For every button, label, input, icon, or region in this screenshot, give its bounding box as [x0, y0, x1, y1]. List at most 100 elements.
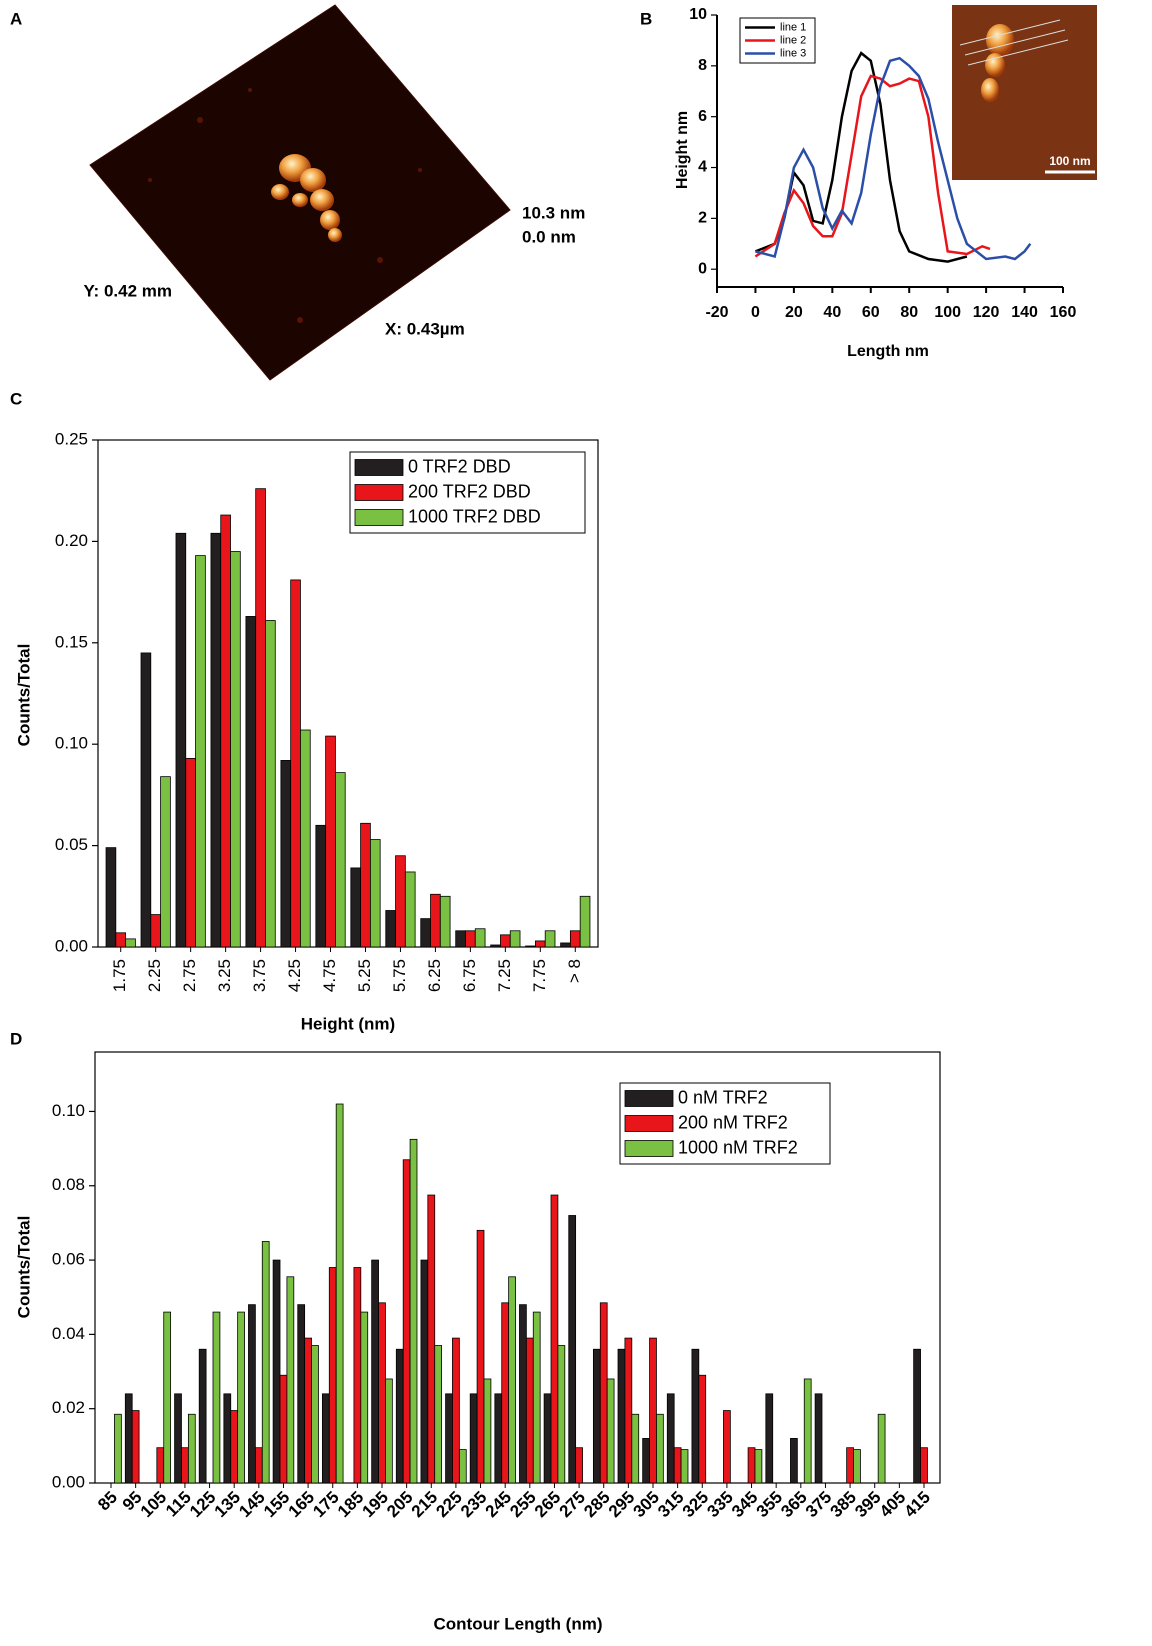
- bar: [326, 736, 336, 947]
- bar: [132, 1411, 139, 1483]
- bar: [213, 1312, 220, 1483]
- legend-label: 0 nM TRF2: [678, 1087, 768, 1107]
- x-tick-label: 60: [862, 304, 880, 321]
- legend-swatch: [625, 1091, 673, 1107]
- bar: [435, 1346, 442, 1483]
- x-tick-label: 6.75: [460, 959, 479, 992]
- bar: [459, 1450, 466, 1483]
- bar: [410, 1139, 417, 1483]
- bar: [262, 1241, 269, 1483]
- bar: [491, 945, 501, 947]
- bar: [372, 1260, 379, 1483]
- y-tick-label: 0.00: [55, 936, 88, 955]
- x-tick-label: 5.75: [390, 959, 409, 992]
- bar: [335, 773, 345, 947]
- bar: [329, 1268, 336, 1484]
- bar: [465, 931, 475, 947]
- bar: [526, 1338, 533, 1483]
- bar: [625, 1338, 632, 1483]
- bar: [510, 931, 520, 947]
- bar: [287, 1277, 294, 1483]
- bar: [336, 1104, 343, 1483]
- bar: [188, 1414, 195, 1483]
- bar: [847, 1448, 854, 1483]
- bar: [431, 894, 441, 947]
- bar: [221, 515, 231, 947]
- legend-label: 1000 TRF2 DBD: [408, 506, 541, 526]
- bar: [790, 1438, 797, 1483]
- legend-swatch: [355, 510, 403, 526]
- y-axis-title: Counts/Total: [14, 1216, 33, 1319]
- x-tick-label: 160: [1050, 304, 1077, 321]
- bar: [231, 1411, 238, 1483]
- bar: [305, 1338, 312, 1483]
- y-axis-title: Height nm: [674, 111, 691, 189]
- bar: [569, 1215, 576, 1483]
- bar: [477, 1230, 484, 1483]
- legend-label: line 3: [780, 47, 806, 59]
- bar: [748, 1448, 755, 1483]
- bar: [403, 1160, 410, 1483]
- bar: [456, 931, 466, 947]
- bar: [396, 856, 406, 947]
- bar: [428, 1195, 435, 1483]
- legend-label: 200 nM TRF2: [678, 1112, 788, 1132]
- y-tick-label: 10: [689, 6, 707, 23]
- legend-swatch: [355, 460, 403, 476]
- x-tick-label: 100: [934, 304, 961, 321]
- bar: [224, 1394, 231, 1483]
- bar: [231, 552, 241, 947]
- bar: [580, 896, 590, 947]
- y-tick-label: 0.15: [55, 632, 88, 651]
- panel-label: B: [640, 9, 652, 28]
- x-tick-label: -20: [705, 304, 728, 321]
- bar: [396, 1349, 403, 1483]
- bar: [914, 1349, 921, 1483]
- bar: [570, 931, 580, 947]
- legend-swatch: [625, 1141, 673, 1157]
- bar: [535, 941, 545, 947]
- bar: [246, 616, 256, 947]
- x-tick-label: 0: [751, 304, 760, 321]
- bar: [141, 653, 151, 947]
- bar: [551, 1195, 558, 1483]
- x-tick-label: 7.25: [495, 959, 514, 992]
- x-tick-label: 6.25: [425, 959, 444, 992]
- x-tick-label: 3.75: [250, 959, 269, 992]
- x-tick-label: 4.75: [320, 959, 339, 992]
- y-tick-label: 4: [698, 159, 707, 176]
- legend-label: line 1: [780, 21, 806, 33]
- bar: [804, 1379, 811, 1483]
- bar: [815, 1394, 822, 1483]
- y-tick-label: 0.08: [52, 1175, 85, 1194]
- bar: [533, 1312, 540, 1483]
- bar: [298, 1305, 305, 1483]
- bar: [452, 1338, 459, 1483]
- bar: [723, 1411, 730, 1483]
- bar: [699, 1375, 706, 1483]
- bar: [312, 1346, 319, 1483]
- x-tick-label: 120: [973, 304, 1000, 321]
- bar: [126, 939, 136, 947]
- bar: [273, 1260, 280, 1483]
- bar: [618, 1349, 625, 1483]
- bar: [600, 1303, 607, 1483]
- bar: [116, 933, 126, 947]
- bar: [248, 1305, 255, 1483]
- legend-label: 200 TRF2 DBD: [408, 481, 531, 501]
- bar: [650, 1338, 657, 1483]
- bar: [681, 1450, 688, 1483]
- bar: [500, 935, 510, 947]
- bar: [300, 730, 310, 947]
- bar: [157, 1448, 164, 1483]
- figure: A B C D 10.3 nm 0.0 nm Y: 0.42 mm X: 0.4…: [0, 0, 1152, 1646]
- legend-swatch: [355, 485, 403, 501]
- bar: [175, 1394, 182, 1483]
- y-tick-label: 0.02: [52, 1398, 85, 1417]
- bar: [921, 1448, 928, 1483]
- z-max-label: 10.3 nm: [522, 203, 585, 222]
- line-series: [755, 53, 967, 262]
- bar: [386, 910, 396, 947]
- y-tick-label: 0.00: [52, 1472, 85, 1491]
- x-tick-label: > 8: [565, 959, 584, 983]
